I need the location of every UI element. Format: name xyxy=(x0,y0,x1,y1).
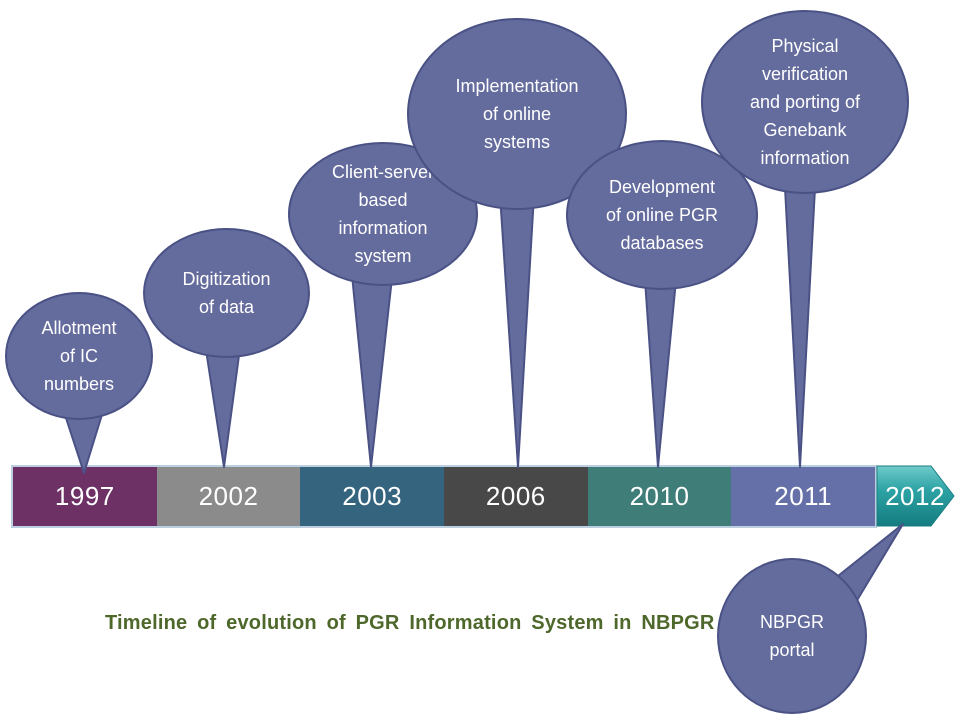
timeline-segment-2003: 2003 xyxy=(300,467,445,526)
balloon-text: Development of online PGR databases xyxy=(605,177,719,253)
year-label-2011: 2011 xyxy=(774,481,833,511)
balloon-implementation-of-online-systems: Implementation of online systems xyxy=(407,18,627,210)
balloon-nbpgr-portal: NBPGR portal xyxy=(717,558,867,714)
year-label-2002: 2002 xyxy=(198,481,259,511)
balloon-text: Implementation of online systems xyxy=(455,76,579,152)
timeline-arrow-2012 xyxy=(876,465,955,527)
balloon-tail-2011 xyxy=(784,187,816,468)
balloon-text: Physical verification and porting of Gen… xyxy=(749,36,861,168)
balloon-text: Allotment of IC numbers xyxy=(41,318,117,394)
timeline-segment-2011: 2011 xyxy=(731,467,876,526)
balloon-tail-2006 xyxy=(499,194,535,468)
timeline-segment-2002: 2002 xyxy=(156,467,301,526)
balloon-physical-verification-genebank: Physical verification and porting of Gen… xyxy=(701,10,909,194)
diagram-caption: Timeline of evolution of PGR Information… xyxy=(105,612,715,634)
balloon-text: NBPGR portal xyxy=(759,612,824,660)
timeline-segment-1997: 1997 xyxy=(13,467,157,526)
year-label-2006: 2006 xyxy=(485,481,546,511)
balloon-development-of-online-pgr-databases: Development of online PGR databases xyxy=(566,140,758,290)
year-label-2003: 2003 xyxy=(342,481,403,511)
balloon-digitization-of-data: Digitization of data xyxy=(143,228,310,358)
timeline-bar: 1997 2002 2003 2006 2010 2011 xyxy=(11,465,877,528)
year-label-2012: 2012 xyxy=(885,480,945,511)
year-label-1997: 1997 xyxy=(54,481,115,511)
timeline-segment-2010: 2010 xyxy=(587,467,732,526)
balloon-text: Digitization of data xyxy=(182,269,271,317)
balloon-text: Client-server based information system xyxy=(331,162,435,266)
balloon-tail-2010 xyxy=(644,279,677,468)
timeline-segment-2006: 2006 xyxy=(444,467,588,526)
balloon-allotment-of-ic-numbers: Allotment of IC numbers xyxy=(5,292,153,420)
balloon-tail-2003 xyxy=(351,274,393,468)
year-label-2010: 2010 xyxy=(629,481,690,511)
balloon-tail-2002 xyxy=(205,347,241,468)
